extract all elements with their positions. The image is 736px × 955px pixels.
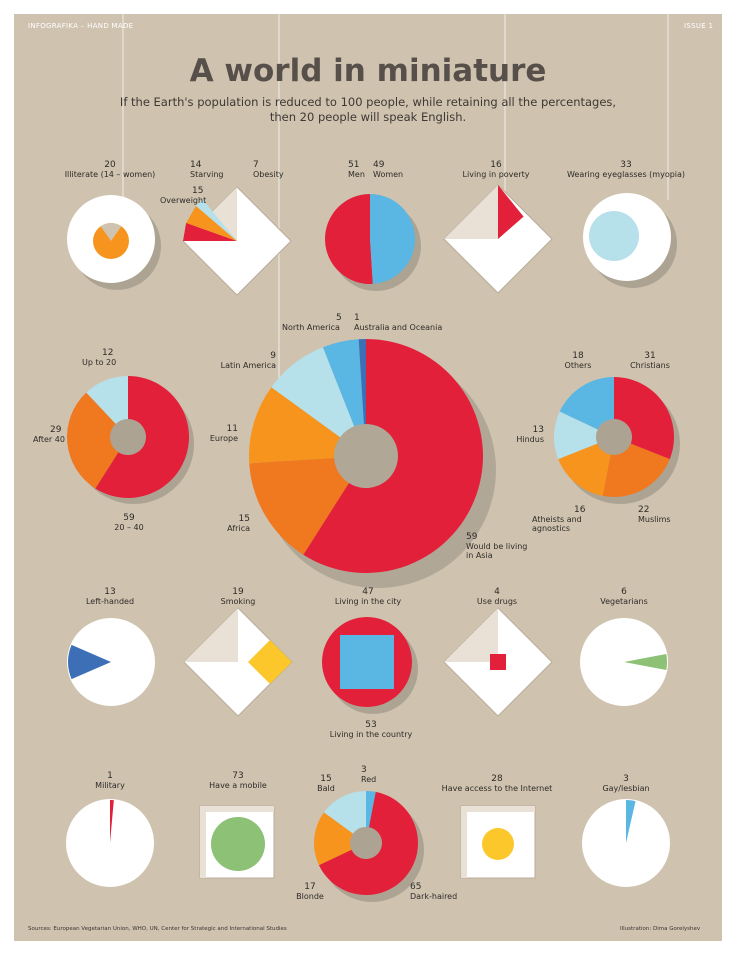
military-wedge bbox=[110, 800, 114, 843]
label-internet: 28 Have access to the Internet bbox=[441, 774, 553, 793]
religion-wedge-hindus bbox=[554, 411, 598, 460]
age-wedge-up20 bbox=[86, 376, 128, 424]
label-illiterate: 20 Illiterate (14 – women) bbox=[64, 160, 156, 179]
illiterate-women-notch bbox=[100, 223, 122, 241]
continent-wedge-asia bbox=[303, 339, 483, 574]
header-right: ISSUE 1 bbox=[684, 22, 714, 30]
hair-wedge-bald bbox=[323, 791, 366, 834]
label-mobile: 73 Have a mobile bbox=[209, 771, 267, 790]
footer-credit: Illustration: Dima Gorelyshev bbox=[620, 926, 701, 932]
label-north-america: 5 North America bbox=[282, 313, 342, 332]
subtitle-line-2: then 20 people will speak English. bbox=[269, 110, 467, 124]
label-vegetarians: 6 Vegetarians bbox=[600, 587, 648, 606]
label-age-20-40: 59 20 – 40 bbox=[114, 513, 144, 532]
obesity-wedge bbox=[195, 199, 237, 241]
vegetarians-wedge bbox=[624, 653, 667, 671]
label-drugs: 4 Use drugs bbox=[476, 587, 518, 606]
label-oceania: 1 Australia and Oceania bbox=[354, 313, 443, 332]
hair-wedge-red-hair bbox=[366, 791, 376, 828]
label-overweight: 15 Overweight bbox=[160, 186, 207, 205]
label-dark-haired: 65 Dark-haired bbox=[410, 882, 458, 901]
label-left-handed: 13 Left-handed bbox=[85, 587, 135, 606]
continent-wedge-latin-america bbox=[271, 347, 355, 438]
starving-wedge bbox=[183, 222, 237, 241]
label-christians: 31 Christians bbox=[630, 351, 670, 370]
label-poverty: 16 Living in poverty bbox=[462, 160, 530, 179]
label-age-after40: 29 After 40 bbox=[33, 425, 65, 444]
myopia-mark bbox=[589, 211, 639, 261]
poverty-wedge bbox=[498, 185, 524, 239]
label-age-up20: 12 Up to 20 bbox=[82, 348, 117, 367]
label-gay: 3 Gay/lesbian bbox=[602, 774, 650, 793]
label-red-hair: 3 Red bbox=[361, 765, 377, 784]
drugs-diamond-inner bbox=[444, 608, 498, 662]
age-wedge-after40 bbox=[67, 392, 119, 489]
label-obesity: 7 Obesity bbox=[253, 160, 284, 179]
label-latin-america: 9 Latin America bbox=[220, 351, 276, 370]
poverty-diamond-inner bbox=[444, 185, 498, 239]
religion-wedge-atheists bbox=[558, 443, 611, 496]
men-wedge bbox=[324, 194, 373, 284]
drugs-mark bbox=[490, 654, 506, 670]
women-wedge bbox=[370, 194, 415, 284]
label-starving: 14 Starving bbox=[190, 160, 224, 179]
continent-wedge-africa bbox=[249, 458, 349, 555]
label-asia: 59 Would be living in Asia bbox=[466, 532, 528, 560]
religion-wedge-christians bbox=[614, 377, 674, 460]
header-left: INFOGRAFIKA – HAND MADE bbox=[28, 22, 134, 30]
label-city: 47 Living in the city bbox=[334, 587, 402, 606]
hair-wedge-dark-haired bbox=[318, 791, 419, 895]
label-blonde: 17 Blonde bbox=[296, 882, 324, 901]
continent-wedge-europe bbox=[249, 387, 341, 464]
label-bald: 15 Bald bbox=[317, 774, 335, 793]
label-women: 49 Women bbox=[373, 160, 404, 179]
continent-wedge-north-america bbox=[322, 339, 364, 427]
page-title: A world in miniature bbox=[189, 53, 547, 89]
label-europe: 11 Europe bbox=[209, 424, 238, 443]
age-wedge-20-40 bbox=[95, 376, 190, 498]
continent-wedge-oceania bbox=[358, 339, 366, 425]
label-myopia: 33 Wearing eyeglasses (myopia) bbox=[566, 160, 686, 179]
hair-wedge-blonde bbox=[314, 812, 354, 866]
religion-wedge-others bbox=[559, 377, 614, 430]
label-others: 18 Others bbox=[564, 351, 592, 370]
label-hindus: 13 Hindus bbox=[516, 425, 544, 444]
label-smoking: 19 Smoking bbox=[220, 587, 256, 606]
religion-wedge-muslims bbox=[602, 443, 670, 497]
label-africa: 15 Africa bbox=[227, 514, 250, 533]
page-subtitle: If the Earth's population is reduced to … bbox=[80, 95, 656, 125]
smoking-diamond-inner bbox=[184, 608, 238, 662]
label-country: 53 Living in the country bbox=[329, 720, 413, 739]
label-military: 1 Military bbox=[95, 771, 125, 790]
label-atheists: 16 Atheists and agnostics bbox=[532, 505, 586, 533]
city-square bbox=[340, 635, 394, 689]
smoking-mark bbox=[248, 640, 292, 684]
internet-mark bbox=[482, 828, 514, 860]
label-men: 51 Men bbox=[348, 160, 365, 179]
left-handed-wedge bbox=[68, 644, 111, 680]
footer-sources: Sources: European Vegetarian Union, WHO,… bbox=[28, 926, 287, 932]
mobile-mark bbox=[211, 817, 265, 871]
subtitle-line-1: If the Earth's population is reduced to … bbox=[119, 95, 617, 109]
overweight-wedge bbox=[186, 205, 237, 241]
gay-wedge bbox=[626, 800, 636, 843]
label-muslims: 22 Muslims bbox=[638, 505, 671, 524]
